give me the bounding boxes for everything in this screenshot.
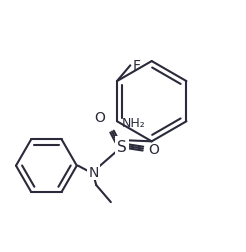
- Text: O: O: [94, 111, 105, 125]
- Text: F: F: [132, 58, 140, 72]
- Text: NH₂: NH₂: [121, 116, 145, 130]
- Text: N: N: [89, 165, 99, 179]
- Text: O: O: [149, 142, 159, 156]
- Text: S: S: [117, 139, 127, 154]
